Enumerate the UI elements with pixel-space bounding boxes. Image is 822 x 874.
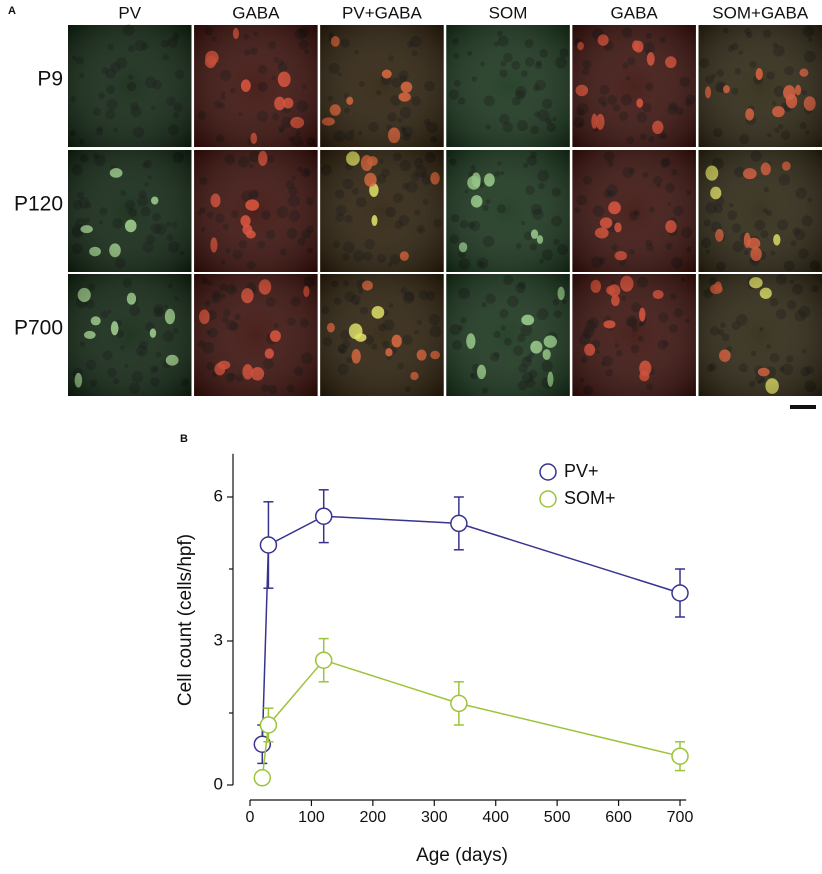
- vignette: [194, 150, 318, 272]
- vignette: [446, 150, 570, 272]
- x-tick-label: 600: [605, 809, 632, 826]
- micrograph: [68, 150, 192, 272]
- panel-label: B: [180, 433, 188, 445]
- micrograph: [194, 25, 318, 147]
- column-header: PV+GABA: [342, 3, 423, 22]
- micrograph: [699, 25, 822, 147]
- scale-bar: [790, 405, 816, 409]
- y-tick-label: 0: [214, 774, 223, 793]
- vignette: [699, 150, 822, 272]
- micrograph: [572, 274, 696, 396]
- x-tick-label: 100: [298, 809, 325, 826]
- legend-label: SOM+: [564, 488, 616, 508]
- micrograph: [320, 25, 444, 147]
- vignette: [446, 25, 570, 147]
- micrograph: [68, 25, 192, 147]
- column-header: PV: [118, 3, 141, 22]
- micrograph: [194, 150, 318, 272]
- legend-label: PV+: [564, 461, 599, 481]
- micrograph: [320, 150, 444, 272]
- vignette: [320, 274, 444, 396]
- x-tick-label: 700: [667, 809, 694, 826]
- micrograph: [572, 150, 696, 272]
- data-point: [672, 585, 688, 601]
- vignette: [194, 274, 318, 396]
- y-axis-label: Cell count (cells/hpf): [175, 534, 196, 706]
- x-tick-label: 200: [360, 809, 387, 826]
- row-label: P120: [14, 193, 63, 216]
- y-tick-label: 3: [214, 630, 223, 649]
- column-header: SOM: [489, 3, 528, 22]
- row-label: P700: [14, 317, 63, 340]
- micrograph: [446, 25, 570, 147]
- vignette: [699, 274, 822, 396]
- vignette: [699, 25, 822, 147]
- x-axis-label: Age (days): [416, 845, 508, 866]
- micrograph: [572, 25, 696, 147]
- micrograph: [68, 274, 192, 396]
- vignette: [194, 25, 318, 147]
- series-line: [262, 660, 680, 778]
- x-tick-label: 400: [482, 809, 509, 826]
- vignette: [572, 150, 696, 272]
- x-tick-label: 500: [544, 809, 571, 826]
- row-label: P9: [37, 68, 63, 91]
- data-point: [316, 652, 332, 668]
- vignette: [446, 274, 570, 396]
- y-tick-label: 6: [214, 486, 223, 505]
- data-point: [260, 537, 276, 553]
- legend-marker: [540, 464, 556, 480]
- vignette: [68, 274, 192, 396]
- vignette: [572, 25, 696, 147]
- micrograph: [699, 150, 822, 272]
- x-tick-label: 300: [421, 809, 448, 826]
- vignette: [68, 150, 192, 272]
- vignette: [320, 150, 444, 272]
- panel-label: A: [8, 5, 16, 17]
- data-point: [316, 508, 332, 524]
- legend-marker: [540, 491, 556, 507]
- micrograph: [446, 150, 570, 272]
- data-point: [260, 717, 276, 733]
- micrograph: [320, 274, 444, 396]
- micrograph: [194, 274, 318, 396]
- column-header: GABA: [232, 3, 280, 22]
- column-header: SOM+GABA: [712, 3, 809, 22]
- micrograph: [446, 274, 570, 396]
- vignette: [572, 274, 696, 396]
- vignette: [68, 25, 192, 147]
- micrograph: [699, 274, 822, 396]
- data-point: [451, 695, 467, 711]
- data-point: [254, 770, 270, 786]
- data-point: [672, 748, 688, 764]
- column-header: GABA: [611, 3, 659, 22]
- vignette: [320, 25, 444, 147]
- x-tick-label: 0: [246, 809, 255, 826]
- data-point: [451, 515, 467, 531]
- series-line: [262, 516, 680, 744]
